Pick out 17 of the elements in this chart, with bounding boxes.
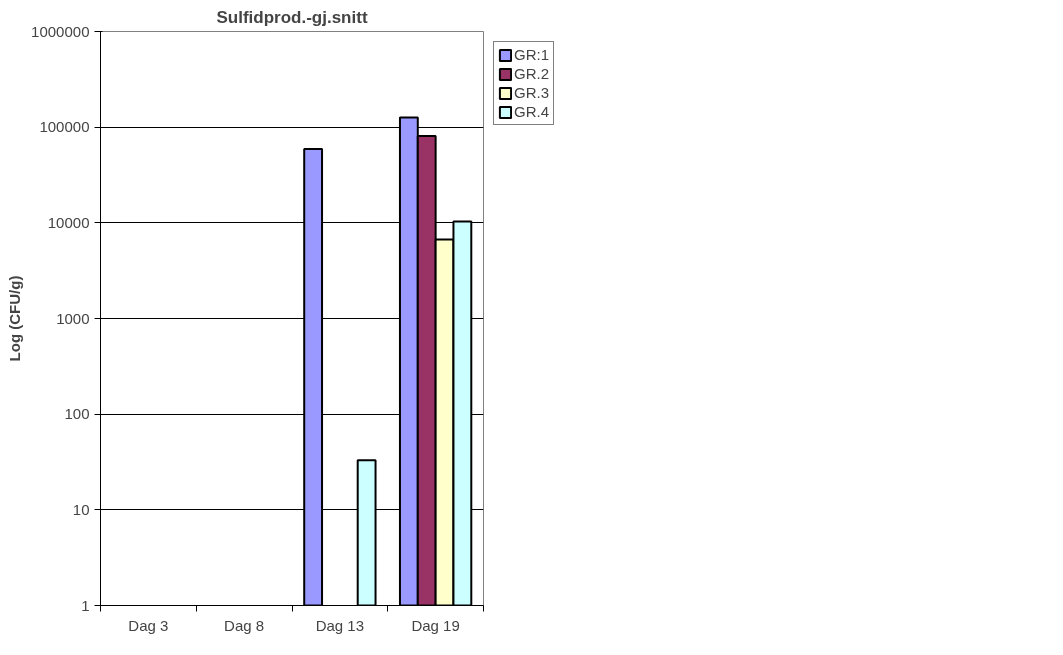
y-tick-label: 100: [64, 405, 90, 423]
y-tick-label: 1: [81, 596, 90, 614]
y-axis-title: Log (CFU/g): [6, 275, 24, 362]
x-tick-label: Dag 19: [411, 616, 460, 634]
legend-label: GR.2: [514, 65, 550, 82]
legend-label: GR.3: [514, 84, 550, 101]
legend-label: GR:1: [514, 46, 550, 63]
x-tick-label: Dag 3: [128, 616, 169, 634]
x-tick-label: Dag 8: [224, 616, 265, 634]
legend-label: GR.4: [514, 103, 550, 120]
y-tick-label: 10000: [47, 213, 90, 231]
y-tick-label: 1000: [56, 309, 90, 327]
y-tick-label: 10: [72, 500, 90, 518]
x-tick-label: Dag 13: [315, 616, 365, 634]
y-tick-label: 1000000: [31, 22, 90, 40]
chart-title: Sulfidprod.-gj.snitt: [216, 7, 368, 27]
y-tick-label: 100000: [39, 118, 90, 136]
